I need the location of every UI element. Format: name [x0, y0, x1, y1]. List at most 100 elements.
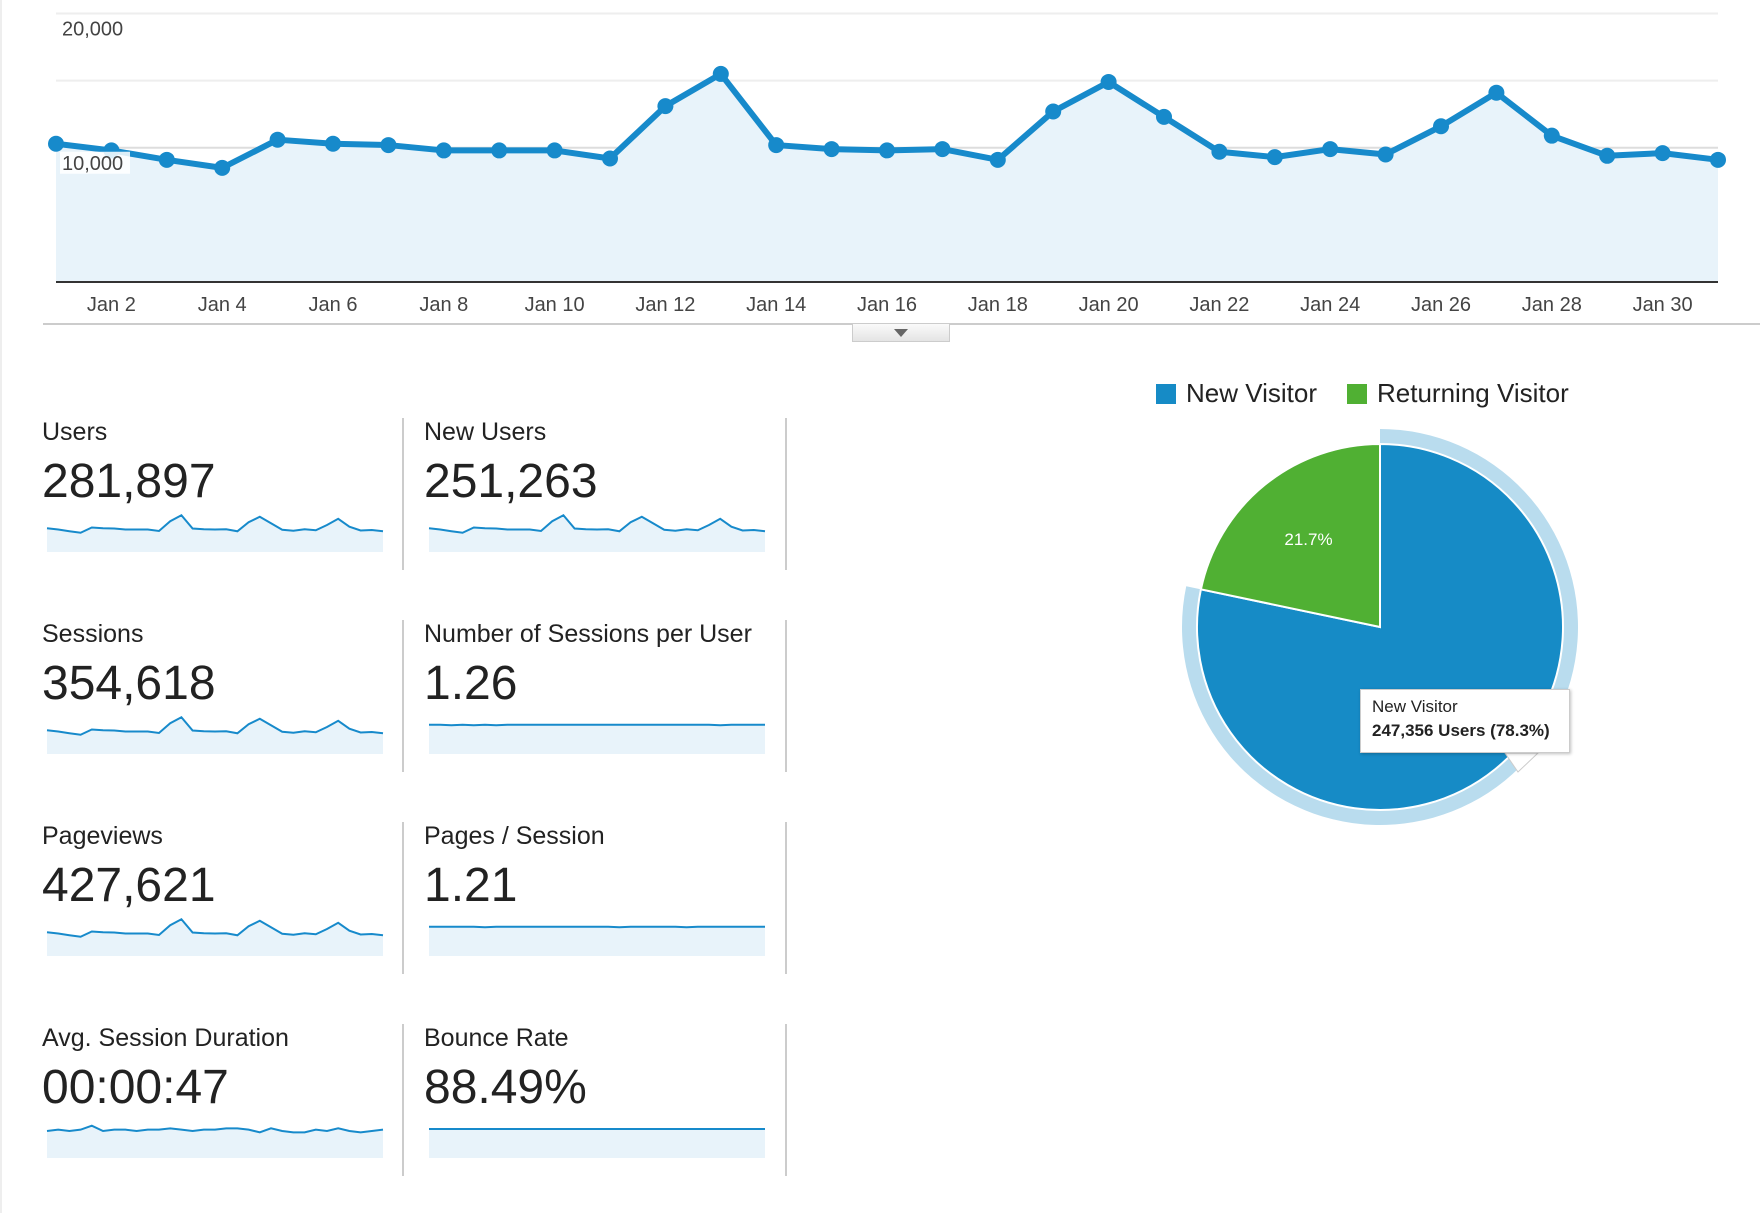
x-tick-label: Jan 12 — [635, 294, 695, 316]
pie-legend: New Visitor Returning Visitor — [1156, 378, 1569, 409]
data-point-jan-6 — [325, 135, 341, 152]
legend-new-visitor[interactable]: New Visitor — [1156, 378, 1317, 409]
pie-slice-returning-visitor — [1199, 442, 1381, 629]
data-point-jan-12 — [657, 98, 674, 115]
y-label-bg — [60, 151, 130, 174]
data-point-jan-25 — [1377, 146, 1394, 163]
data-point-jan-19 — [1045, 103, 1062, 120]
metric-value: 1.21 — [424, 859, 518, 912]
sparkline — [428, 513, 766, 552]
data-point-jan-28 — [1543, 127, 1560, 144]
data-point-jan-15 — [823, 141, 840, 158]
metric-pageviews[interactable]: Pageviews 427,621 — [42, 822, 387, 1002]
metric-sessions[interactable]: Sessions 354,618 — [42, 620, 387, 800]
sparkline-line — [46, 513, 384, 534]
tooltip-title: New Visitor — [1372, 697, 1458, 716]
metric-divider — [402, 620, 404, 772]
x-tick-label: Jan 20 — [1079, 294, 1139, 316]
metric-number-of-sessions-per-user[interactable]: Number of Sessions per User 1.26 — [424, 620, 769, 800]
data-point-jan-7 — [380, 137, 397, 154]
data-point-jan-8 — [435, 142, 452, 159]
metric-divider — [785, 620, 787, 772]
pie-tooltip: New Visitor 247,356 Users (78.3%) — [1360, 689, 1570, 753]
metric-value: 251,263 — [424, 455, 598, 508]
data-point-jan-1 — [48, 135, 64, 152]
metric-divider — [402, 1024, 404, 1176]
metric-divider — [785, 1024, 787, 1176]
x-tick-label: Jan 6 — [309, 294, 358, 316]
x-tick-label: Jan 30 — [1633, 294, 1693, 316]
metric-label: New Users — [424, 418, 547, 446]
sparkline — [46, 1124, 384, 1158]
tooltip-detail: 247,356 Users (78.3%) — [1372, 721, 1550, 740]
sparkline-area — [47, 1125, 383, 1158]
data-point-jan-20 — [1100, 73, 1117, 90]
slice-percent-label: 21.7% — [1284, 530, 1332, 549]
metric-label: Number of Sessions per User — [424, 620, 752, 648]
metric-bounce-rate[interactable]: Bounce Rate 88.49% — [424, 1024, 769, 1204]
metric-value: 281,897 — [42, 455, 216, 508]
data-point-jan-29 — [1599, 147, 1616, 164]
tooltip-pointer — [1504, 752, 1540, 773]
y-tick-label: 10,000 — [62, 153, 123, 175]
data-point-jan-4 — [214, 159, 231, 176]
sparkline-line — [428, 513, 766, 534]
x-tick-label: Jan 8 — [419, 294, 468, 316]
x-tick-label: Jan 2 — [87, 294, 136, 316]
data-point-jan-27 — [1488, 84, 1505, 101]
x-tick-label: Jan 24 — [1300, 294, 1360, 316]
sparkline-line — [429, 723, 765, 727]
metric-label: Pageviews — [42, 822, 163, 850]
metric-value: 88.49% — [424, 1061, 587, 1114]
data-point-jan-9 — [491, 142, 508, 159]
sparkline — [428, 1127, 765, 1158]
data-point-jan-13 — [712, 65, 729, 82]
legend-returning-visitor[interactable]: Returning Visitor — [1347, 378, 1569, 409]
metric-value: 00:00:47 — [42, 1061, 229, 1114]
sparkline-area — [47, 515, 383, 552]
metric-label: Users — [42, 418, 108, 446]
data-point-jan-3 — [158, 151, 175, 168]
metric-divider — [785, 418, 787, 570]
metric-new-users[interactable]: New Users 251,263 — [424, 418, 769, 598]
data-point-jan-17 — [934, 141, 951, 158]
sparkline-line — [46, 917, 384, 938]
sparkline-area — [429, 926, 765, 956]
metric-avg-session-duration[interactable]: Avg. Session Duration 00:00:47 — [42, 1024, 387, 1204]
metric-label: Bounce Rate — [424, 1024, 569, 1052]
sparkline — [429, 723, 765, 754]
data-point-jan-5 — [269, 131, 286, 148]
data-point-jan-24 — [1322, 141, 1339, 158]
sparkline — [46, 715, 384, 754]
x-tick-label: Jan 18 — [968, 294, 1028, 316]
sparkline-area — [47, 717, 383, 754]
data-point-jan-11 — [602, 150, 618, 167]
metric-pages-session[interactable]: Pages / Session 1.21 — [424, 822, 769, 1002]
x-tick-label: Jan 10 — [525, 294, 585, 316]
metric-label: Avg. Session Duration — [42, 1024, 289, 1052]
visitor-type-pie-chart: 21.7% — [1182, 429, 1578, 825]
x-tick-label: Jan 16 — [857, 294, 917, 316]
data-point-jan-16 — [879, 142, 895, 159]
chevron-down-icon — [894, 328, 908, 337]
sparkline-area — [429, 724, 765, 754]
metric-value: 427,621 — [42, 859, 216, 912]
sparkline-area — [429, 515, 765, 552]
data-point-jan-31 — [1710, 151, 1726, 168]
metric-divider — [785, 822, 787, 974]
metric-divider — [402, 418, 404, 570]
metric-users[interactable]: Users 281,897 — [42, 418, 387, 598]
sparkline-line — [46, 1124, 384, 1134]
data-point-jan-22 — [1211, 143, 1228, 160]
legend-label: New Visitor — [1186, 378, 1318, 408]
x-tick-label: Jan 14 — [746, 294, 806, 316]
x-tick-label: Jan 28 — [1522, 294, 1582, 316]
sparkline-area — [47, 919, 383, 956]
data-point-jan-18 — [989, 151, 1006, 168]
data-point-jan-14 — [768, 137, 785, 154]
chart-collapse-toggle[interactable] — [852, 324, 950, 342]
sparkline — [429, 925, 765, 956]
chart-area — [56, 73, 1718, 282]
x-tick-label: Jan 22 — [1189, 294, 1249, 316]
metric-value: 354,618 — [42, 657, 216, 710]
